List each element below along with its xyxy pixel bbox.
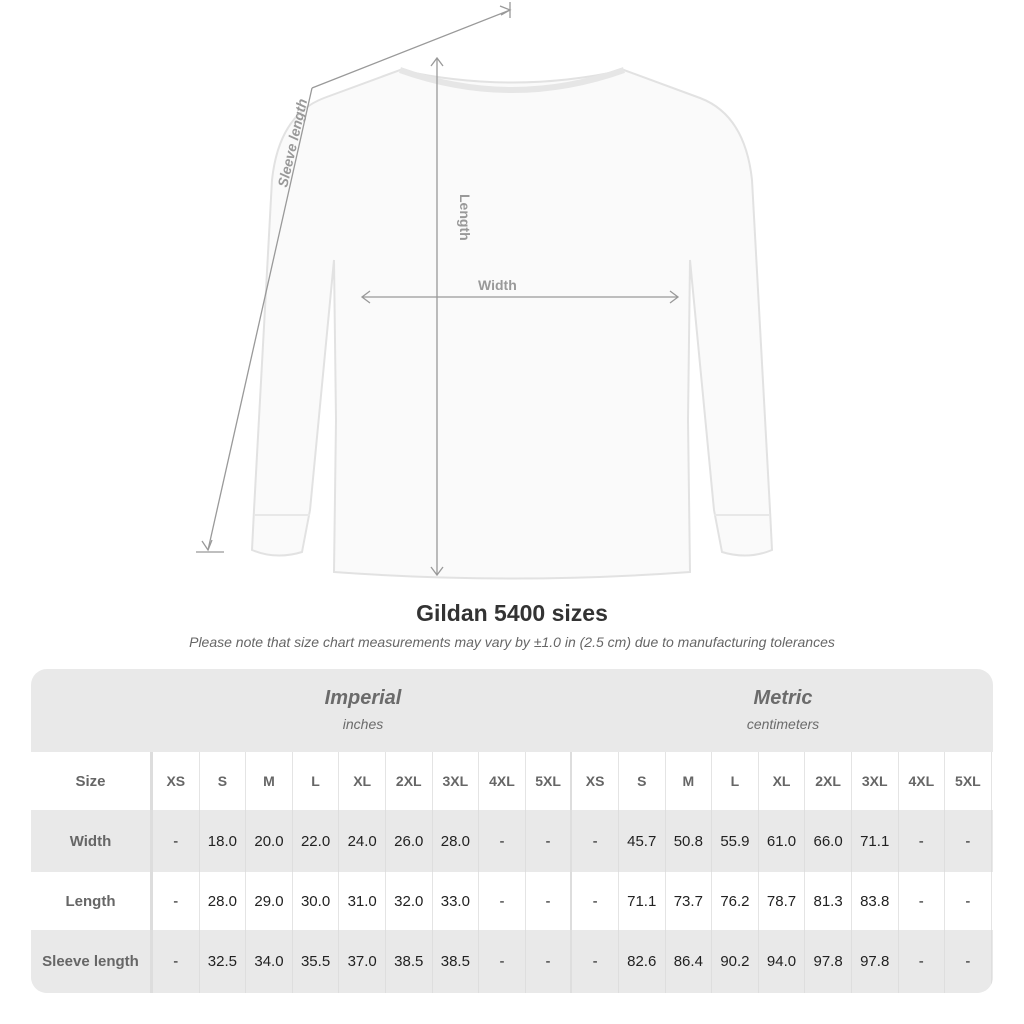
size-header-cell: S (200, 752, 247, 810)
size-header-cell: M (246, 752, 293, 810)
imperial-cell: 28.0 (433, 810, 480, 872)
metric-cell: 83.8 (852, 872, 899, 930)
size-header-cell: XS (153, 752, 200, 810)
imperial-cell: - (153, 872, 200, 930)
imperial-cell: 28.0 (200, 872, 247, 930)
metric-cell: - (945, 810, 992, 872)
imperial-cell: 38.5 (386, 930, 433, 993)
size-header-cell: L (293, 752, 340, 810)
metric-cell: - (945, 872, 992, 930)
size-header-cell: S (619, 752, 666, 810)
size-header-cell: 2XL (805, 752, 852, 810)
size-header-cell: XL (339, 752, 386, 810)
imperial-cell: 29.0 (246, 872, 293, 930)
imperial-cell: 26.0 (386, 810, 433, 872)
shirt-diagram: Sleeve length Length Width (196, 2, 774, 580)
size-header-cell: M (666, 752, 713, 810)
size-header-cell: L (712, 752, 759, 810)
size-header-cell: 2XL (386, 752, 433, 810)
metric-cell: - (945, 930, 992, 993)
metric-header: Metric centimeters (573, 669, 993, 752)
imperial-cell: 24.0 (339, 810, 386, 872)
imperial-cell: 20.0 (246, 810, 293, 872)
metric-cell: - (572, 872, 619, 930)
metric-cell: 78.7 (759, 872, 806, 930)
size-header-cell: XS (572, 752, 619, 810)
imperial-cell: 34.0 (246, 930, 293, 993)
imperial-cell: - (526, 872, 573, 930)
imperial-header: Imperial inches (153, 669, 573, 752)
metric-cell: 90.2 (712, 930, 759, 993)
imperial-cell: 18.0 (200, 810, 247, 872)
size-header-cell: 3XL (852, 752, 899, 810)
imperial-cell: - (526, 810, 573, 872)
imperial-cell: 33.0 (433, 872, 480, 930)
size-header-cell: 5XL (945, 752, 992, 810)
imperial-cell: 35.5 (293, 930, 340, 993)
metric-cell: 45.7 (619, 810, 666, 872)
metric-cell: - (572, 930, 619, 993)
imperial-cell: - (479, 810, 526, 872)
size-table: Imperial inches Metric centimeters Size X… (31, 669, 993, 993)
imperial-cell: 38.5 (433, 930, 480, 993)
metric-cell: - (899, 930, 946, 993)
tolerance-note: Please note that size chart measurements… (189, 634, 835, 650)
row-label: Size (31, 752, 153, 810)
imperial-cell: 30.0 (293, 872, 340, 930)
size-header-cell: 4XL (479, 752, 526, 810)
metric-cell: 71.1 (619, 872, 666, 930)
metric-cell: - (899, 872, 946, 930)
sleeve-shoulder-line (311, 9, 511, 89)
width-label: Width (478, 277, 517, 293)
size-header-cell: 3XL (433, 752, 480, 810)
metric-cell: 82.6 (619, 930, 666, 993)
row-label: Width (31, 810, 153, 872)
table-row: Length -28.0 29.0 30.0 31.0 32.0 33.0- - -71.1 73… (31, 872, 993, 930)
size-header-cell: 4XL (899, 752, 946, 810)
imperial-cell: 32.5 (200, 930, 247, 993)
metric-cell: 71.1 (852, 810, 899, 872)
imperial-cell: 32.0 (386, 872, 433, 930)
imperial-cell: - (526, 930, 573, 993)
imperial-cell: 22.0 (293, 810, 340, 872)
imperial-unit: inches (342, 716, 384, 732)
metric-cell: 50.8 (666, 810, 713, 872)
imperial-cell: - (479, 930, 526, 993)
imperial-cell: - (153, 810, 200, 872)
metric-unit: centimeters (746, 716, 820, 732)
metric-cell: 76.2 (712, 872, 759, 930)
metric-cell: 94.0 (759, 930, 806, 993)
imperial-cell: - (479, 872, 526, 930)
metric-cell: 81.3 (805, 872, 852, 930)
sleeve-length-line (207, 87, 313, 551)
shirt-image (250, 67, 774, 580)
size-header-cell: XL (759, 752, 806, 810)
table-row: Width -18.0 20.0 22.0 24.0 26.0 28.0- - -45.7 50.… (31, 810, 993, 872)
chart-title: Gildan 5400 sizes (416, 600, 608, 626)
imperial-cell: 31.0 (339, 872, 386, 930)
metric-cell: 86.4 (666, 930, 713, 993)
size-header-row: Size XS S M L XL 2XL 3XL 4XL 5XL XS S M L XL 2XL 3XL 4XL 5… (31, 752, 993, 810)
row-label: Length (31, 872, 153, 930)
metric-cell: - (899, 810, 946, 872)
measure-lines (196, 2, 680, 577)
size-header-cell: 5XL (526, 752, 573, 810)
imperial-cell: 37.0 (339, 930, 386, 993)
imperial-cell: - (153, 930, 200, 993)
table-row: Sleeve length -32.5 34.0 35.5 37.0 38.5 38.5- -… (31, 930, 993, 993)
metric-cell: 73.7 (666, 872, 713, 930)
metric-cell: 61.0 (759, 810, 806, 872)
row-label: Sleeve length (31, 930, 153, 993)
imperial-label: Imperial (324, 687, 402, 709)
metric-cell: 55.9 (712, 810, 759, 872)
metric-cell: - (572, 810, 619, 872)
metric-label: Metric (753, 687, 813, 709)
metric-cell: 97.8 (805, 930, 852, 993)
metric-cell: 97.8 (852, 930, 899, 993)
metric-cell: 66.0 (805, 810, 852, 872)
length-label: Length (457, 194, 473, 241)
